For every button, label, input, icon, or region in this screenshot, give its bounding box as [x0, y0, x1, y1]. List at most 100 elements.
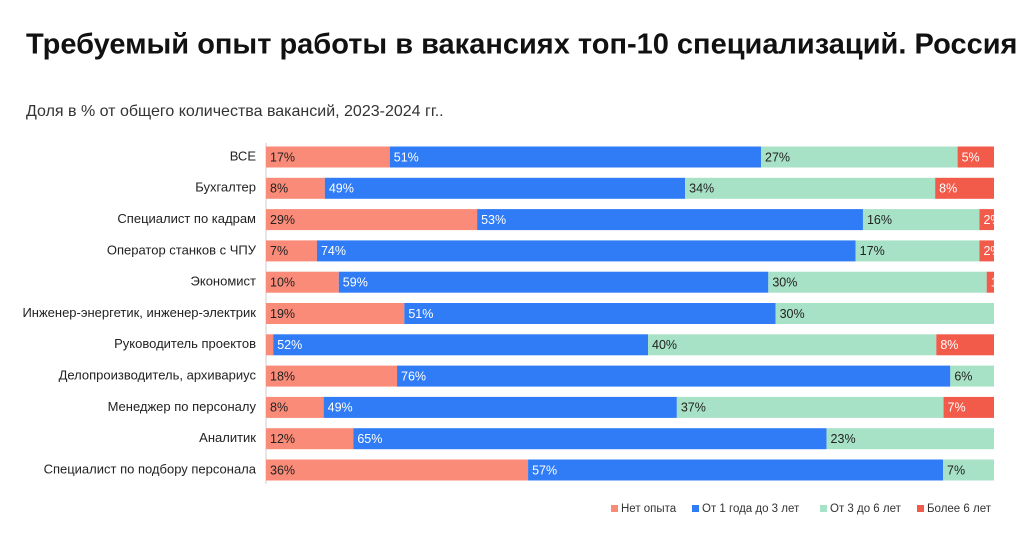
bar-segment — [936, 334, 994, 356]
value-label: 27% — [765, 150, 790, 164]
value-label: 17% — [860, 244, 885, 258]
value-label: 57% — [532, 463, 557, 477]
value-label: 8% — [270, 401, 288, 415]
bar-segment — [266, 303, 405, 324]
bar-segment — [855, 240, 980, 262]
legend-label: Нет опыта — [621, 503, 677, 515]
bar-segment — [862, 209, 980, 231]
value-label: 7% — [947, 463, 965, 477]
bar-segment — [324, 177, 686, 199]
value-label: 17% — [270, 150, 295, 164]
chart-title: Требуемый опыт работы в вакансиях топ-10… — [26, 29, 1017, 61]
legend-swatch — [917, 505, 924, 512]
legend-swatch — [692, 505, 699, 512]
bar-segment — [477, 209, 863, 231]
category-label: Специалист по подбору персонала — [44, 461, 257, 476]
value-label: 2% — [983, 213, 1001, 227]
value-label: 76% — [401, 369, 426, 383]
value-label: 8% — [939, 182, 957, 196]
value-label: 19% — [270, 307, 295, 321]
bar-segment — [528, 459, 944, 481]
bar-segment — [950, 365, 994, 387]
value-label: 65% — [357, 432, 382, 446]
bar-segment — [389, 146, 762, 168]
bar-segment — [266, 459, 529, 481]
value-label: 18% — [270, 369, 295, 383]
value-label: 16% — [867, 213, 892, 227]
value-label: 29% — [270, 213, 295, 227]
value-label: 23% — [831, 432, 856, 446]
value-label: 30% — [772, 275, 797, 289]
category-label: Экономист — [191, 274, 257, 289]
value-label: 49% — [328, 401, 353, 415]
value-label: 1% — [991, 275, 1009, 289]
category-label: Менеджер по персоналу — [108, 399, 257, 414]
value-label: 36% — [270, 463, 295, 477]
category-label: Делопроизводитель, архивариус — [59, 368, 257, 383]
value-label: 40% — [652, 338, 677, 352]
bar-segment — [266, 271, 339, 293]
legend-swatch — [611, 505, 618, 512]
value-label: 74% — [321, 244, 346, 258]
bar-segment — [353, 428, 827, 450]
bar-segment — [761, 146, 958, 168]
bar-segment — [397, 365, 951, 387]
legend-label: От 3 до 6 лет — [830, 503, 902, 515]
value-label: 7% — [270, 244, 288, 258]
value-label: 34% — [689, 182, 714, 196]
category-label: Руководитель проектов — [114, 336, 256, 351]
legend-label: Более 6 лет — [927, 503, 992, 515]
value-label: 49% — [329, 182, 354, 196]
value-label: 7% — [948, 401, 966, 415]
bar-segment — [986, 271, 994, 293]
chart-subtitle: Доля в % от общего количества вакансий, … — [26, 103, 444, 120]
bar-segment — [266, 209, 478, 231]
value-label: 51% — [408, 307, 433, 321]
bar-segment — [685, 177, 936, 199]
category-label: Аналитик — [199, 430, 256, 445]
value-label: 8% — [270, 182, 288, 196]
bar-segment — [957, 146, 994, 168]
bar-segment — [338, 271, 769, 293]
bar-segment — [404, 303, 776, 324]
category-label: Специалист по кадрам — [117, 211, 256, 226]
bar-segment — [775, 303, 994, 324]
bar-segment — [676, 396, 944, 418]
bar-segment — [826, 428, 994, 450]
bar-segment — [943, 459, 994, 481]
legend-swatch — [820, 505, 827, 512]
bar-segment — [768, 271, 987, 293]
value-label: 6% — [954, 369, 972, 383]
bar-segment — [266, 240, 317, 262]
value-label: 51% — [394, 150, 419, 164]
bar-segment — [648, 334, 937, 356]
bar-segment — [266, 334, 274, 356]
bar-segment — [266, 146, 390, 168]
category-label: ВСЕ — [230, 148, 257, 163]
value-label: 8% — [940, 338, 958, 352]
value-label: 5% — [962, 150, 980, 164]
bar-segment — [979, 209, 994, 231]
bar-segment — [979, 240, 994, 262]
value-label: 30% — [780, 307, 805, 321]
category-label: Оператор станков с ЧПУ — [107, 242, 257, 257]
value-label: 59% — [343, 275, 368, 289]
value-label: 10% — [270, 275, 295, 289]
bar-segment — [266, 177, 325, 199]
bar-segment — [266, 365, 398, 387]
bar-segment — [935, 177, 994, 199]
bar-segment — [273, 334, 649, 356]
bar-segment — [323, 396, 677, 418]
value-label: 37% — [681, 401, 706, 415]
bar-segment — [266, 396, 324, 418]
legend-label: От 1 года до 3 лет — [702, 503, 800, 515]
category-label: Бухгалтер — [195, 180, 256, 195]
value-label: 53% — [481, 213, 506, 227]
category-label: Инженер-энергетик, инженер-электрик — [22, 305, 256, 320]
value-label: 12% — [270, 432, 295, 446]
bar-segment — [266, 428, 354, 450]
bar-segment — [943, 396, 994, 418]
value-label: 2% — [983, 244, 1001, 258]
value-label: 52% — [277, 338, 302, 352]
